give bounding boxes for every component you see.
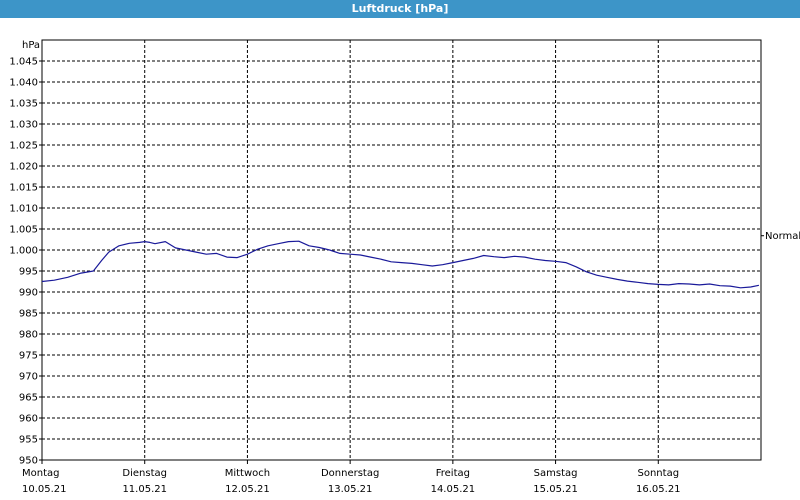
x-tick-label-day: Donnerstag [321, 468, 379, 479]
x-tick-label-date: 15.05.21 [533, 484, 578, 495]
y-tick-label: 1.030 [9, 120, 38, 131]
y-tick-label: 1.000 [9, 246, 38, 257]
y-tick-label: 990 [19, 288, 38, 299]
y-tick-label: 950 [19, 456, 38, 467]
x-tick-label-date: 10.05.21 [22, 484, 67, 495]
x-tick-label-date: 11.05.21 [122, 484, 167, 495]
y-tick-label: 1.025 [9, 141, 38, 152]
y-tick-label: 970 [19, 372, 38, 383]
y-tick-label: 1.045 [9, 57, 38, 68]
y-tick-label: 1.015 [9, 183, 38, 194]
y-tick-label: 980 [19, 330, 38, 341]
x-tick-label-day: Samstag [534, 468, 578, 479]
pressure-series-line [41, 240, 760, 289]
y-tick-label: 995 [19, 267, 38, 278]
chart-title: Luftdruck [hPa] [0, 0, 800, 18]
y-tick-label: 955 [19, 435, 38, 446]
x-tick-label-day: Dienstag [122, 468, 167, 479]
y-tick-label: 1.040 [9, 78, 38, 89]
y-tick-label: 985 [19, 309, 38, 320]
y-tick-label: 1.010 [9, 204, 38, 215]
x-tick-label-day: Sonntag [638, 468, 680, 479]
x-tick-label-date: 16.05.21 [636, 484, 681, 495]
y-tick-label: 1.020 [9, 162, 38, 173]
y-tick-label: 965 [19, 393, 38, 404]
y-axis-label: hPa [22, 40, 40, 51]
plot-area [41, 39, 762, 461]
y-tick-label: 975 [19, 351, 38, 362]
y-tick-label: 1.035 [9, 99, 38, 110]
normal-label: Normal [765, 231, 800, 242]
x-tick-label-day: Freitag [436, 468, 470, 479]
y-tick-label: 1.005 [9, 225, 38, 236]
y-tick-label: 960 [19, 414, 38, 425]
x-tick-label-day: Montag [22, 468, 59, 479]
x-tick-label-date: 14.05.21 [431, 484, 476, 495]
x-tick-label-day: Mittwoch [225, 468, 270, 479]
x-tick-label-date: 12.05.21 [225, 484, 270, 495]
x-tick-label-date: 13.05.21 [328, 484, 373, 495]
